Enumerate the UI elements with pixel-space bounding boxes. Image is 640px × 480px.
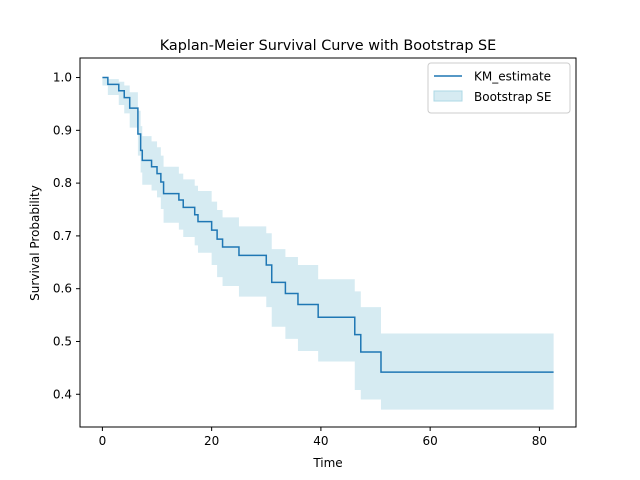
plot-frame	[79, 57, 577, 428]
x-axis: 0 20 40 60 80	[99, 427, 547, 448]
y-axis: 0.4 0.5 0.6 0.7 0.8 0.9 1.0	[53, 71, 80, 401]
legend-swatch-bootstrap-se	[433, 90, 463, 102]
bootstrap-se-band	[102, 77, 554, 410]
y-tick-label: 0.6	[53, 282, 72, 296]
y-tick-label: 0.8	[53, 176, 72, 190]
x-tick-label: 60	[423, 434, 438, 448]
y-tick-label: 0.9	[53, 123, 72, 137]
y-tick-label: 0.5	[53, 334, 72, 348]
y-tick-label: 0.4	[53, 387, 72, 401]
x-axis-label: Time	[312, 456, 342, 470]
y-axis-label: Survival Probability	[28, 185, 42, 301]
x-tick-label: 0	[99, 434, 107, 448]
legend-label-km-estimate: KM_estimate	[474, 70, 551, 84]
x-tick-label: 20	[204, 434, 219, 448]
y-tick-label: 0.7	[53, 229, 72, 243]
x-tick-label: 80	[532, 434, 547, 448]
legend-frame	[427, 62, 571, 114]
legend: KM_estimate Bootstrap SE	[427, 62, 571, 114]
chart-title: Kaplan-Meier Survival Curve with Bootstr…	[160, 38, 497, 54]
x-tick-label: 40	[313, 434, 328, 448]
y-tick-label: 1.0	[53, 71, 72, 85]
km-estimate-line	[102, 76, 554, 373]
legend-label-bootstrap-se: Bootstrap SE	[474, 90, 552, 104]
